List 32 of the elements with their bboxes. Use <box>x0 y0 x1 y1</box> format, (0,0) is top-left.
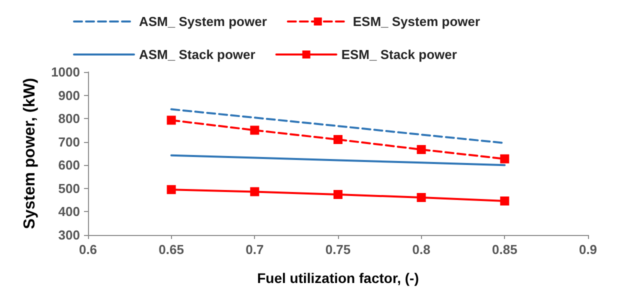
point <box>334 135 342 144</box>
point <box>166 116 176 125</box>
y-tick-label: 400 <box>58 204 80 220</box>
point <box>250 187 260 196</box>
x-tick-label: 0.6 <box>78 242 98 257</box>
legend-label: ASM_ System power <box>139 14 267 29</box>
y-tick-label: 600 <box>58 158 80 173</box>
line-series <box>170 154 506 166</box>
x-tick-label: 0.8 <box>412 242 430 257</box>
x-tick-label: 0.7 <box>246 242 264 257</box>
y-tick-label: 300 <box>58 228 80 242</box>
legend-label: ESM_ Stack power <box>341 47 457 62</box>
point <box>500 196 510 206</box>
y-tick-label: 700 <box>58 134 80 150</box>
legend-label: ASM_ Stack power <box>139 47 256 62</box>
point <box>166 185 176 194</box>
y-tick-label: 1000 <box>51 64 80 80</box>
point <box>416 193 426 202</box>
x-tick-label: 0.85 <box>492 242 518 257</box>
legend-label: ESM_ System power <box>352 14 480 29</box>
point <box>334 190 342 199</box>
y-tick-label: 800 <box>58 111 80 126</box>
x-tick-label: 0.75 <box>325 242 351 257</box>
y-tick-label: 900 <box>58 88 80 103</box>
y-tick-label: 500 <box>58 180 80 196</box>
y-axis-title: System power, (kW) <box>22 78 38 230</box>
point <box>250 126 260 135</box>
x-tick-label: 0.9 <box>578 242 598 257</box>
x-axis-title: Fuel utilization factor, (-) <box>257 270 419 286</box>
point <box>500 154 510 164</box>
point <box>416 145 426 154</box>
x-tick-label: 0.65 <box>158 242 184 257</box>
